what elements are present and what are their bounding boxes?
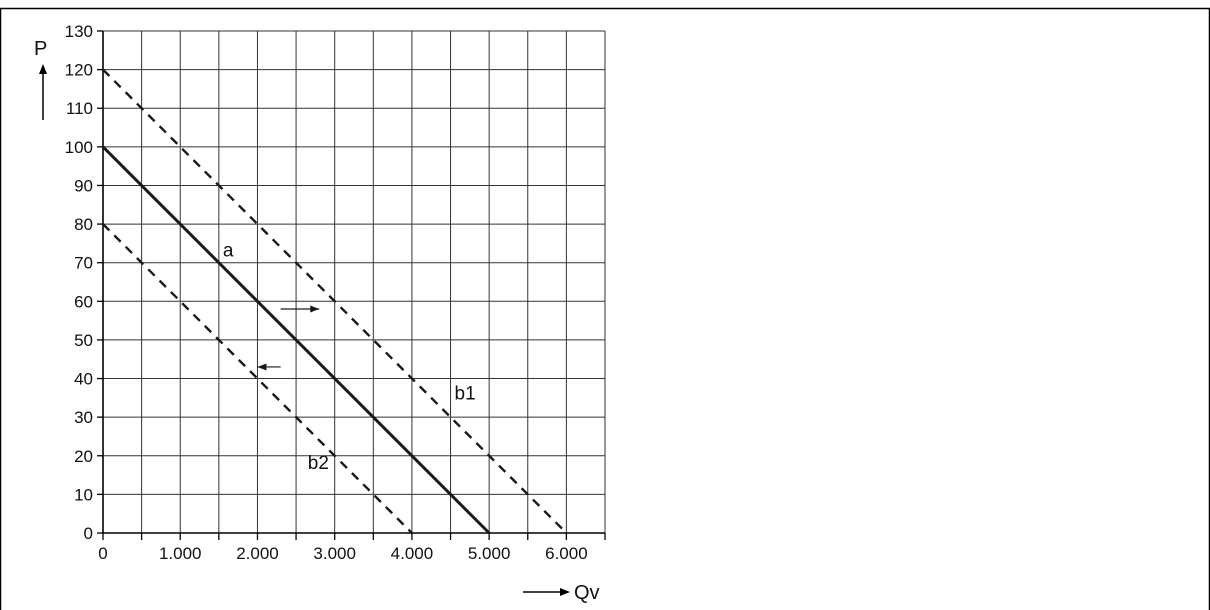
y-tick-label: 40	[74, 370, 93, 389]
x-axis-direction-arrowhead	[560, 588, 570, 596]
series-line-b2	[102, 223, 413, 534]
y-tick-label: 120	[65, 61, 93, 80]
ticks-layer: 0 10 20 30 40 50 60 70 80 90 100 110 120 130 0 1.000 2.0…	[65, 22, 606, 563]
y-tick-label: 30	[74, 408, 93, 427]
y-axis-direction-arrowhead	[39, 64, 47, 74]
y-axis-label: P	[34, 38, 47, 60]
y-tick-label: 130	[65, 22, 93, 41]
y-tick-label: 50	[74, 331, 93, 350]
series-layer	[101, 68, 568, 535]
x-tick-label: 2.000	[236, 544, 279, 563]
y-tick-label: 100	[65, 138, 93, 157]
curve-label-b1: b1	[455, 384, 476, 405]
y-tick-label: 110	[66, 99, 93, 118]
series-line-b1	[102, 68, 568, 534]
x-tick-label: 1.000	[159, 544, 202, 563]
curve-label-a: a	[223, 241, 234, 262]
y-tick-label: 80	[74, 215, 93, 234]
curve-label-b2: b2	[308, 453, 329, 474]
y-tick-label: 0	[84, 524, 93, 543]
x-tick-label: 6.000	[545, 544, 588, 563]
x-tick-label: 5.000	[468, 544, 511, 563]
x-tick-label: 4.000	[391, 544, 434, 563]
x-tick-label: 0	[98, 544, 107, 563]
grid	[102, 30, 606, 534]
y-tick-label: 90	[74, 176, 93, 195]
shift-arrowhead-left	[257, 363, 267, 371]
y-tick-label: 20	[74, 447, 93, 466]
series-line-a	[101, 145, 491, 535]
y-tick-label: 70	[74, 254, 93, 273]
labels-layer: a b1 b2	[39, 64, 570, 596]
shift-arrowhead-right	[310, 305, 320, 313]
x-tick-label: 3.000	[313, 544, 356, 563]
y-tick-label: 60	[74, 292, 93, 311]
y-tick-label: 10	[74, 485, 93, 504]
x-axis-label: Qv	[574, 582, 600, 604]
